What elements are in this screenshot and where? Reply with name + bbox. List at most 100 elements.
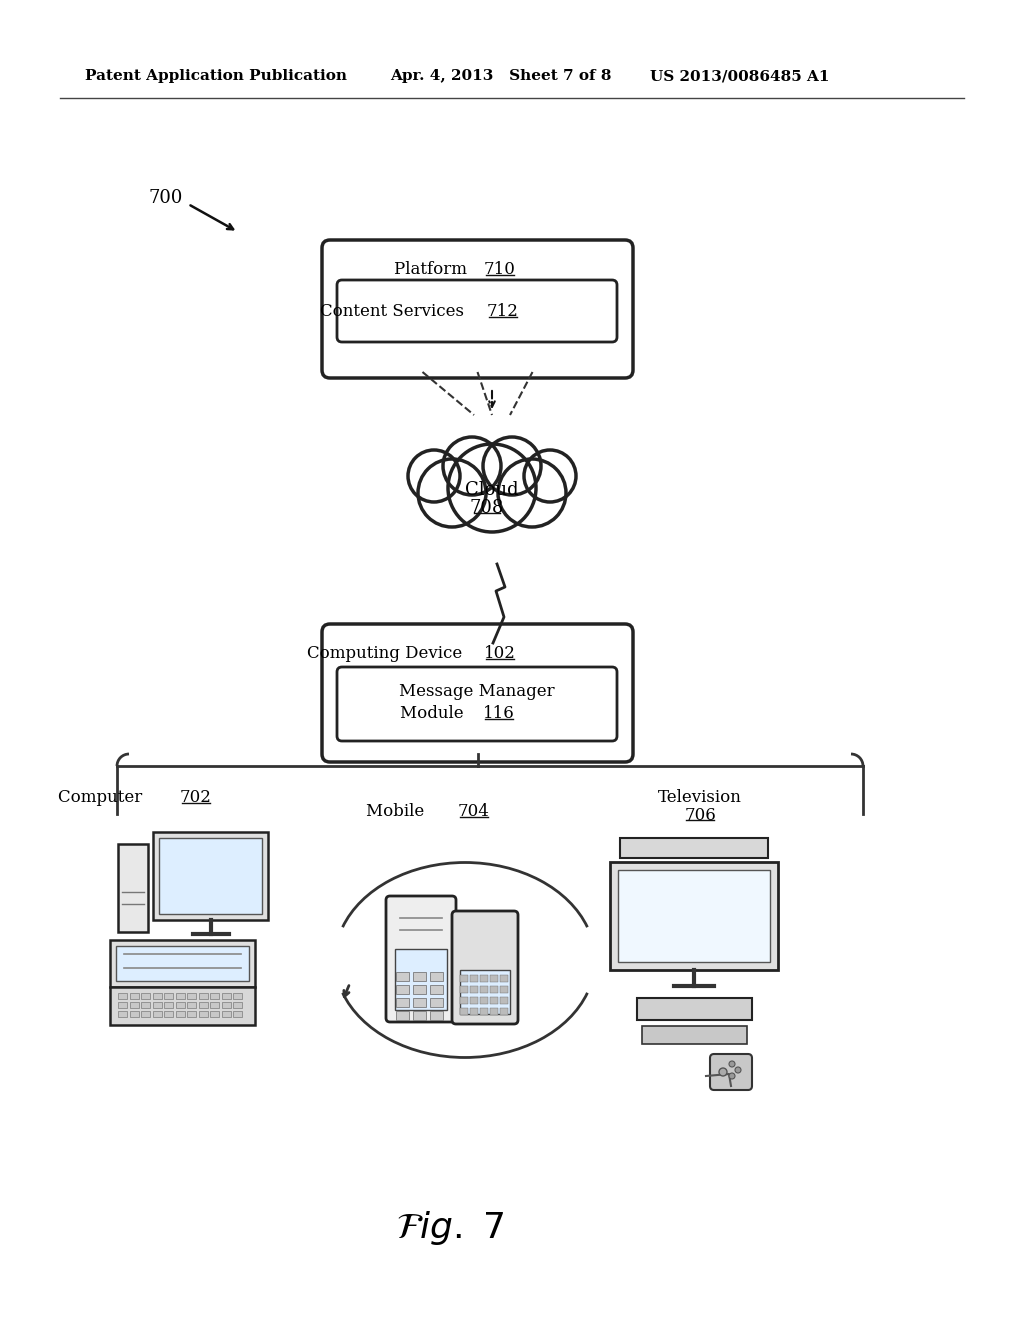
Bar (175, 993, 184, 999)
Text: 702: 702 (180, 789, 212, 807)
Text: 704: 704 (458, 804, 489, 821)
Bar (221, 993, 230, 999)
Circle shape (443, 437, 501, 495)
Text: 700: 700 (148, 189, 182, 207)
Bar (110, 987, 255, 1024)
Text: 102: 102 (483, 645, 515, 663)
Bar (470, 997, 478, 1003)
Circle shape (729, 1073, 735, 1078)
Bar (233, 993, 242, 999)
Bar (641, 1026, 746, 1044)
Bar (490, 997, 498, 1003)
Circle shape (735, 1067, 741, 1073)
Bar (175, 1002, 184, 1007)
Text: Computing Device: Computing Device (307, 645, 468, 663)
Bar (396, 998, 409, 1007)
Circle shape (719, 1068, 727, 1076)
Bar (199, 1002, 208, 1007)
Bar (618, 870, 770, 962)
Bar (620, 838, 768, 858)
Circle shape (449, 444, 536, 532)
Bar (480, 974, 488, 982)
Bar (153, 1011, 162, 1016)
Bar (480, 1007, 488, 1015)
Bar (153, 832, 268, 920)
Bar (500, 1007, 508, 1015)
Bar (210, 1011, 219, 1016)
Bar (637, 998, 752, 1020)
Bar (396, 972, 409, 981)
Bar (490, 1007, 498, 1015)
Bar (470, 974, 478, 982)
FancyBboxPatch shape (322, 240, 633, 378)
FancyBboxPatch shape (322, 624, 633, 762)
Text: 712: 712 (487, 302, 519, 319)
Bar (430, 1011, 443, 1020)
Text: Content Services: Content Services (319, 302, 469, 319)
Bar (500, 997, 508, 1003)
Text: 708: 708 (470, 499, 504, 517)
Text: Television: Television (658, 789, 742, 807)
Bar (164, 1002, 173, 1007)
Text: 710: 710 (483, 261, 515, 279)
Bar (210, 993, 219, 999)
Bar (610, 862, 778, 970)
Circle shape (418, 459, 486, 527)
Circle shape (524, 450, 575, 502)
Text: Patent Application Publication: Patent Application Publication (85, 69, 347, 83)
Text: 116: 116 (483, 705, 515, 722)
Bar (460, 974, 468, 982)
Text: Cloud: Cloud (465, 480, 519, 499)
Bar (500, 974, 508, 982)
Bar (490, 986, 498, 993)
Bar (118, 993, 127, 999)
Bar (159, 838, 262, 913)
Bar (153, 993, 162, 999)
Bar (396, 985, 409, 994)
FancyBboxPatch shape (337, 667, 617, 741)
Bar (490, 974, 498, 982)
Bar (430, 985, 443, 994)
Bar (199, 1011, 208, 1016)
Bar (413, 972, 426, 981)
Text: $\mathcal{F}ig.\ 7$: $\mathcal{F}ig.\ 7$ (395, 1209, 505, 1247)
Bar (470, 986, 478, 993)
Bar (141, 993, 150, 999)
Bar (480, 986, 488, 993)
Bar (141, 1002, 150, 1007)
Bar (210, 1002, 219, 1007)
Circle shape (408, 450, 460, 502)
Bar (430, 998, 443, 1007)
Bar (221, 1011, 230, 1016)
Bar (118, 1011, 127, 1016)
Bar (460, 970, 510, 1014)
Bar (470, 1007, 478, 1015)
Bar (187, 1002, 196, 1007)
Bar (153, 1002, 162, 1007)
Text: Message Manager: Message Manager (399, 684, 555, 701)
Bar (395, 949, 447, 1010)
Bar (129, 993, 138, 999)
Bar (129, 1011, 138, 1016)
Bar (118, 1002, 127, 1007)
Bar (221, 1002, 230, 1007)
Text: Mobile: Mobile (367, 804, 430, 821)
Bar (396, 1011, 409, 1020)
Bar (187, 1011, 196, 1016)
Bar (164, 1011, 173, 1016)
Text: Module: Module (400, 705, 469, 722)
Bar (413, 998, 426, 1007)
FancyBboxPatch shape (710, 1053, 752, 1090)
Bar (199, 993, 208, 999)
FancyBboxPatch shape (337, 280, 617, 342)
Bar (413, 985, 426, 994)
Bar (116, 946, 249, 981)
Circle shape (483, 437, 541, 495)
Bar (480, 997, 488, 1003)
Bar (233, 1011, 242, 1016)
Bar (233, 1002, 242, 1007)
Bar (460, 1007, 468, 1015)
Bar (500, 986, 508, 993)
Bar (413, 1011, 426, 1020)
Bar (118, 843, 148, 932)
